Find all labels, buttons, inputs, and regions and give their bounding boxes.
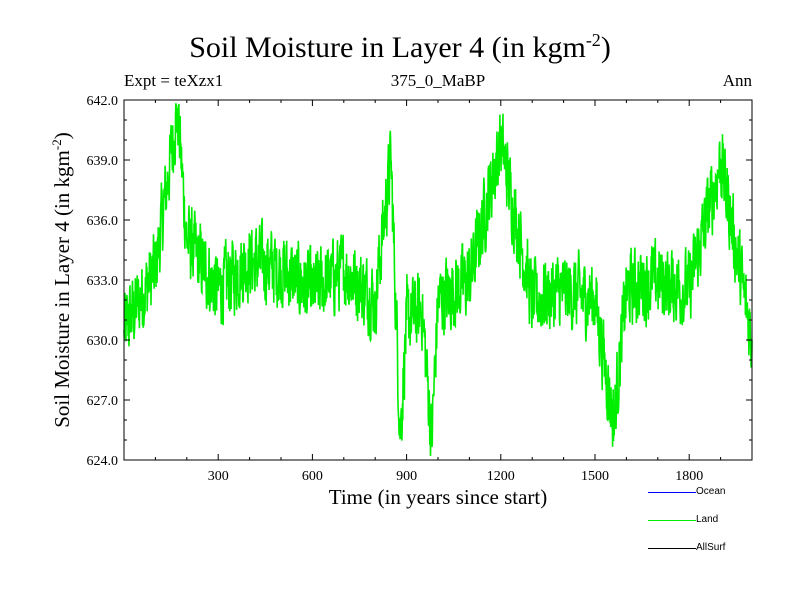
legend-label-allsurf: AllSurf [696,542,726,553]
x-tick-label: 600 [302,469,323,484]
run-label: 375_0_MaBP [390,71,486,90]
legend-item-ocean: Ocean [648,485,748,499]
y-tick-label: 642.0 [87,94,119,109]
legend-swatch-allsurf [648,548,696,549]
legend-swatch-land [648,520,696,521]
x-axis-label: Time (in years since start) [328,485,548,509]
period-label: Ann [722,71,752,90]
legend-item-allsurf: AllSurf [648,541,748,555]
y-tick-label: 636.0 [87,214,119,229]
y-axis-label: Soil Moisture in Layer 4 (in kgm-2) [49,132,74,428]
y-tick-label: 627.0 [87,394,119,409]
legend-item-land: Land [648,513,748,527]
experiment-label: Expt = teXzx1 [124,71,224,90]
chart-title: Soil Moisture in Layer 4 (in kgm-2) [189,30,611,64]
x-tick-label: 1800 [675,469,703,484]
series-line-land [123,103,753,457]
y-tick-label: 624.0 [87,454,119,469]
legend-label-land: Land [696,514,719,525]
y-tick-label: 639.0 [87,154,119,169]
y-tick-label: 630.0 [87,334,119,349]
legend-swatch-ocean [648,492,696,493]
legend-label-ocean: Ocean [696,486,726,497]
x-tick-label: 1500 [581,469,609,484]
x-tick-label: 300 [208,469,229,484]
x-tick-label: 900 [396,469,417,484]
y-tick-label: 633.0 [87,274,119,289]
x-tick-label: 1200 [487,469,515,484]
